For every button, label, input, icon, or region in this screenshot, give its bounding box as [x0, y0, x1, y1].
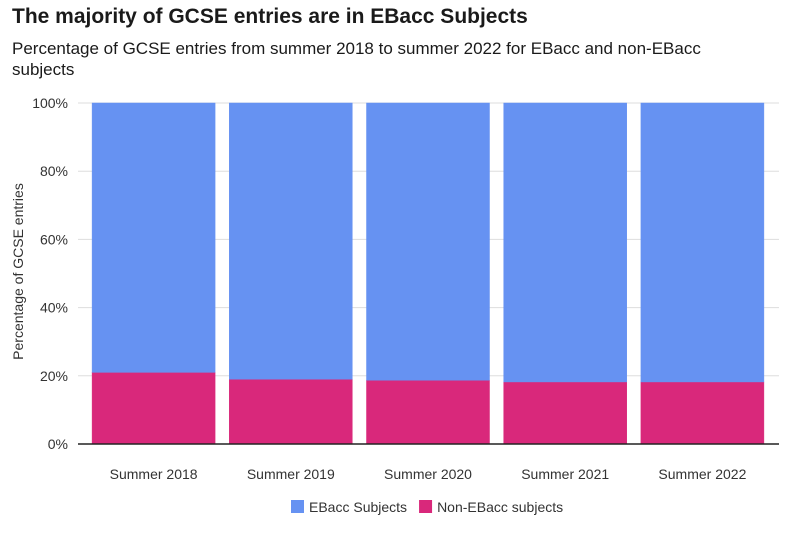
chart-title: The majority of GCSE entries are in EBac…	[12, 5, 528, 28]
x-axis-ticks: Summer 2018 Summer 2019 Summer 2020 Summer …	[110, 466, 747, 482]
legend-label: EBacc Subjects	[309, 499, 407, 515]
y-tick-label: 0%	[48, 436, 68, 452]
x-tick-label: Summer 2021	[521, 466, 609, 482]
legend-item: EBacc Subjects	[291, 499, 407, 515]
y-tick-label: 100%	[32, 95, 68, 111]
bar-segment	[640, 102, 765, 383]
bar-segment	[91, 102, 216, 373]
bar-segment	[91, 372, 216, 445]
bar-segment	[366, 102, 490, 381]
y-tick-label: 60%	[40, 231, 68, 247]
bar-segment	[503, 381, 627, 445]
y-tick-label: 40%	[40, 300, 68, 316]
y-tick-label: 80%	[40, 163, 68, 179]
x-tick-label: Summer 2018	[110, 466, 198, 482]
y-axis-label: Percentage of GCSE entries	[10, 183, 26, 360]
y-tick-label: 20%	[40, 368, 68, 384]
legend: EBacc Subjects Non-EBacc subjects	[291, 499, 563, 515]
bar-segment	[640, 381, 765, 445]
legend-label: Non-EBacc subjects	[437, 499, 563, 515]
x-tick-label: Summer 2020	[384, 466, 472, 482]
legend-item: Non-EBacc subjects	[419, 499, 563, 515]
x-tick-label: Summer 2019	[247, 466, 335, 482]
y-axis-ticks: 0% 20% 40% 60% 80% 100%	[32, 95, 68, 452]
bar-segment	[229, 378, 353, 445]
bar-segment	[366, 379, 490, 445]
bar-segment	[503, 102, 627, 383]
chart-subtitle: Percentage of GCSE entries from summer 2…	[12, 39, 701, 79]
legend-swatch	[419, 500, 433, 513]
bar-segment	[229, 102, 353, 380]
legend-swatch	[291, 500, 304, 513]
x-tick-label: Summer 2022	[658, 466, 746, 482]
bars	[91, 102, 765, 445]
